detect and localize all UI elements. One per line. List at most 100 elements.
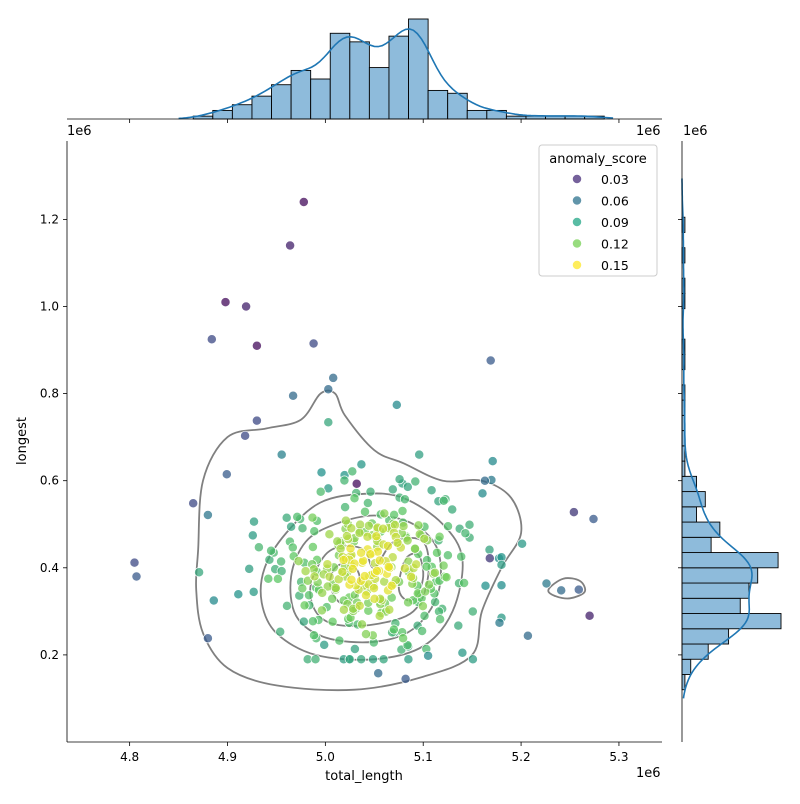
scatter-point (346, 574, 357, 585)
scatter-point (324, 529, 335, 540)
scatter-point (347, 466, 358, 477)
scatter-point (297, 583, 308, 594)
scatter-point (337, 566, 348, 577)
scatter-point (276, 449, 287, 460)
x-tick-label: 5.2 (512, 750, 531, 764)
scatter-point (263, 573, 274, 584)
scatter-point-outlier (588, 514, 599, 524)
scatter-point (361, 590, 371, 601)
scatter-point (221, 469, 232, 480)
scatter-point (356, 459, 367, 470)
scatter-point (374, 555, 385, 566)
right-hist-offset-text: 1e6 (683, 124, 708, 139)
scatter-point (247, 530, 258, 541)
scatter-point (342, 531, 352, 541)
scatter-point (338, 604, 349, 615)
scatter-point (379, 508, 390, 519)
scatter-point (307, 542, 318, 552)
scatter-point (317, 587, 328, 598)
scatter-point (419, 610, 430, 621)
x-histogram-bar (466, 109, 488, 120)
scatter-point (429, 567, 440, 578)
x-histogram-bar (271, 84, 292, 120)
scatter-point-outlier (220, 297, 231, 308)
scatter-point-outlier (328, 372, 339, 383)
scatter-point (334, 635, 345, 646)
legend-entries: 0.03 0.06 0.09 0.12 0.15 (572, 172, 629, 273)
y-histogram-bar (681, 597, 741, 614)
y-axis-ticks: 0.2 0.4 0.6 0.8 1.0 1.2 (40, 212, 67, 662)
y-histogram-bar (681, 567, 759, 584)
scatter-point (438, 495, 449, 506)
scatter-point (398, 521, 409, 532)
x-tick-label: 4.9 (218, 750, 237, 764)
scatter-point (447, 504, 458, 515)
x-histogram-bar (505, 115, 527, 120)
scatter-point (340, 502, 351, 513)
x-histogram-bar (349, 41, 370, 120)
x-tick-label: 5.3 (609, 750, 628, 764)
scatter-point (383, 561, 394, 572)
scatter-point (266, 545, 277, 556)
x-axis-offset-text: 1e6 (636, 766, 661, 781)
scatter-point-outlier (573, 584, 584, 595)
scatter-point-outlier (391, 399, 402, 410)
scatter-point (371, 565, 382, 576)
scatter-point (349, 644, 360, 654)
scatter-point (406, 571, 417, 582)
scatter-point-outlier (240, 430, 251, 441)
scatter-point (276, 556, 287, 567)
scatter-point (414, 449, 425, 460)
x-histogram-bar (231, 104, 253, 120)
scatter-point-outlier (323, 417, 334, 428)
scatter-point (477, 488, 488, 499)
scatter-point (388, 624, 399, 635)
scatter-point (442, 550, 453, 561)
scatter-point (432, 547, 442, 558)
scatter-point (382, 541, 393, 551)
scatter-point (378, 523, 389, 534)
right-hist-ticks (678, 218, 682, 656)
kde-contour-level-7 (547, 577, 587, 600)
legend-marker (572, 260, 582, 270)
legend-label: 0.15 (601, 258, 629, 273)
scatter-point-outlier (522, 630, 533, 641)
scatter-point (387, 484, 398, 495)
scatter-point (399, 563, 410, 574)
scatter-point (441, 572, 452, 583)
scatter-point (389, 509, 400, 520)
scatter-point (363, 520, 374, 531)
scatter-point (402, 535, 413, 546)
scatter-point-outlier (208, 595, 219, 606)
scatter-point (411, 559, 422, 570)
scatter-point (410, 476, 421, 487)
y-tick-label: 0.8 (40, 387, 59, 401)
scatter-point-outlier (541, 578, 552, 589)
y-histogram-bar (681, 460, 686, 477)
scatter-point (413, 520, 424, 531)
y-tick-label: 0.6 (40, 474, 59, 488)
scatter-point (386, 580, 397, 591)
scatter-point (480, 580, 491, 591)
legend-label: 0.03 (601, 172, 629, 187)
scatter-point-outlier (568, 507, 579, 518)
legend-marker (572, 174, 582, 184)
scatter-point (282, 600, 292, 611)
y-tick-label: 0.4 (40, 561, 59, 575)
scatter-point (272, 573, 283, 584)
scatter-point (417, 626, 428, 636)
scatter-point (233, 589, 244, 600)
scatter-point-outlier (479, 475, 490, 486)
scatter-point-outlier (288, 390, 299, 401)
scatter-point-outlier (400, 673, 411, 684)
scatter-point (299, 600, 310, 611)
legend-title: anomaly_score (549, 152, 647, 167)
scatter-point-outlier (373, 668, 384, 679)
scatter-point (327, 616, 338, 627)
scatter-point (362, 498, 373, 508)
scatter-point-outlier (517, 538, 528, 549)
scatter-point (319, 639, 330, 650)
scatter-point (292, 511, 303, 522)
scatter-point-outlier (251, 415, 262, 426)
